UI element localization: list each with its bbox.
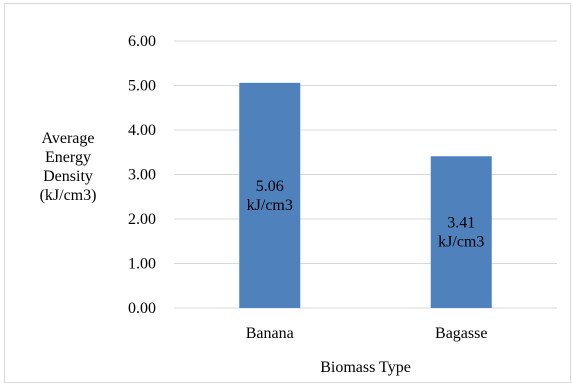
y-tick-label: 3.00 — [128, 167, 156, 184]
bars — [239, 82, 492, 308]
y-axis-ticks: 0.00 1.00 2.00 3.00 4.00 5.00 6.00 — [128, 33, 156, 317]
x-axis-categories: Banana Bagasse — [246, 325, 488, 342]
y-tick-label: 6.00 — [128, 33, 156, 50]
y-tick-label: 5.00 — [128, 78, 156, 95]
chart-frame: 0.00 1.00 2.00 3.00 4.00 5.00 6.00 Banana Bagas… — [4, 3, 571, 383]
gridlines — [174, 40, 557, 309]
bar-chart: 0.00 1.00 2.00 3.00 4.00 5.00 6.00 Banana Bagas… — [40, 33, 557, 376]
y-axis-title: Average Energy Density (kJ/cm3) — [40, 130, 97, 204]
x-category-label: Banana — [246, 325, 294, 342]
y-tick-label: 0.00 — [128, 300, 156, 317]
bar-bagasse — [430, 156, 492, 308]
x-category-label: Bagasse — [435, 325, 487, 342]
data-label-bagasse: 3.41 kJ/cm3 — [438, 215, 484, 251]
y-tick-label: 4.00 — [128, 122, 156, 139]
x-axis-title: Biomass Type — [320, 359, 411, 376]
data-label-banana: 5.06 kJ/cm3 — [247, 178, 293, 214]
y-tick-label: 1.00 — [128, 256, 156, 273]
y-tick-label: 2.00 — [128, 211, 156, 228]
data-labels: 5.06 kJ/cm3 3.41 kJ/cm3 — [247, 178, 485, 251]
bar-banana — [239, 82, 301, 308]
